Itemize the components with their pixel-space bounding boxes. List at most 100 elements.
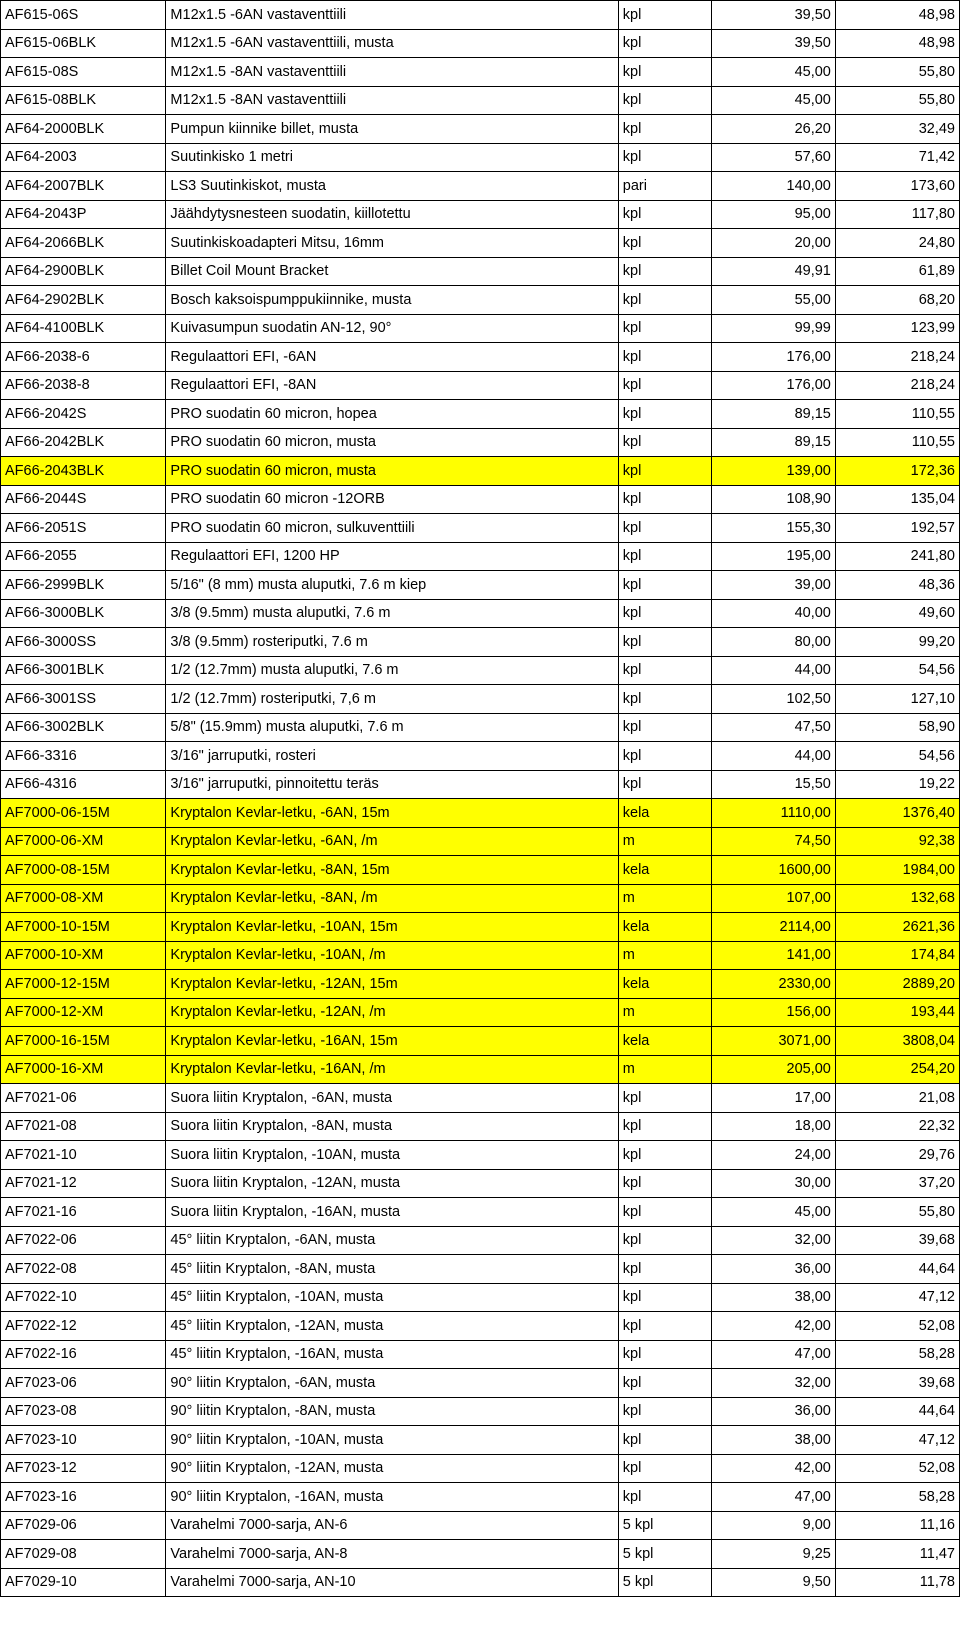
cell-col2: kpl (618, 343, 711, 372)
cell-col3: 102,50 (711, 685, 835, 714)
cell-col1: Suutinkisko 1 metri (166, 143, 618, 172)
cell-col3: 9,00 (711, 1511, 835, 1540)
cell-col4: 37,20 (835, 1169, 959, 1198)
table-row: AF7000-08-15MKryptalon Kevlar-letku, -8A… (1, 856, 960, 885)
cell-col0: AF66-2051S (1, 514, 166, 543)
cell-col3: 156,00 (711, 998, 835, 1027)
cell-col4: 22,32 (835, 1112, 959, 1141)
cell-col3: 89,15 (711, 400, 835, 429)
table-row: AF64-2900BLKBillet Coil Mount Bracketkpl… (1, 257, 960, 286)
cell-col1: Regulaattori EFI, -6AN (166, 343, 618, 372)
table-row: AF7022-1045° liitin Kryptalon, -10AN, mu… (1, 1283, 960, 1312)
cell-col2: kpl (618, 400, 711, 429)
cell-col4: 218,24 (835, 371, 959, 400)
table-row: AF7029-08Varahelmi 7000-sarja, AN-85 kpl… (1, 1540, 960, 1569)
cell-col2: kpl (618, 257, 711, 286)
cell-col2: 5 kpl (618, 1540, 711, 1569)
cell-col2: kpl (618, 1312, 711, 1341)
cell-col1: M12x1.5 -8AN vastaventtiili (166, 86, 618, 115)
cell-col2: kpl (618, 1255, 711, 1284)
cell-col0: AF66-2042BLK (1, 428, 166, 457)
cell-col2: kpl (618, 371, 711, 400)
cell-col2: kpl (618, 628, 711, 657)
cell-col4: 132,68 (835, 884, 959, 913)
cell-col0: AF66-3000SS (1, 628, 166, 657)
cell-col3: 141,00 (711, 941, 835, 970)
table-row: AF7000-06-15MKryptalon Kevlar-letku, -6A… (1, 799, 960, 828)
cell-col0: AF7021-06 (1, 1084, 166, 1113)
table-row: AF7023-1690° liitin Kryptalon, -16AN, mu… (1, 1483, 960, 1512)
cell-col0: AF66-2044S (1, 485, 166, 514)
cell-col2: m (618, 1055, 711, 1084)
cell-col0: AF7023-08 (1, 1397, 166, 1426)
cell-col4: 32,49 (835, 115, 959, 144)
cell-col0: AF66-2038-8 (1, 371, 166, 400)
cell-col4: 123,99 (835, 314, 959, 343)
cell-col4: 61,89 (835, 257, 959, 286)
cell-col2: kpl (618, 1426, 711, 1455)
cell-col2: kpl (618, 286, 711, 315)
cell-col4: 173,60 (835, 172, 959, 201)
table-row: AF7021-08Suora liitin Kryptalon, -8AN, m… (1, 1112, 960, 1141)
cell-col2: m (618, 941, 711, 970)
cell-col0: AF66-2043BLK (1, 457, 166, 486)
cell-col1: 5/16" (8 mm) musta aluputki, 7.6 m kiep (166, 571, 618, 600)
cell-col2: kpl (618, 514, 711, 543)
cell-col0: AF7000-10-XM (1, 941, 166, 970)
cell-col2: kpl (618, 229, 711, 258)
cell-col1: Kryptalon Kevlar-letku, -12AN, 15m (166, 970, 618, 999)
cell-col0: AF66-2999BLK (1, 571, 166, 600)
cell-col4: 11,16 (835, 1511, 959, 1540)
cell-col4: 52,08 (835, 1454, 959, 1483)
table-row: AF66-3002BLK5/8" (15.9mm) musta aluputki… (1, 713, 960, 742)
cell-col0: AF7000-12-XM (1, 998, 166, 1027)
cell-col0: AF7000-10-15M (1, 913, 166, 942)
cell-col3: 176,00 (711, 343, 835, 372)
cell-col1: 45° liitin Kryptalon, -10AN, musta (166, 1283, 618, 1312)
cell-col3: 30,00 (711, 1169, 835, 1198)
cell-col4: 21,08 (835, 1084, 959, 1113)
cell-col2: kpl (618, 86, 711, 115)
cell-col1: Suora liitin Kryptalon, -16AN, musta (166, 1198, 618, 1227)
cell-col1: Pumpun kiinnike billet, musta (166, 115, 618, 144)
cell-col0: AF66-2042S (1, 400, 166, 429)
cell-col1: 1/2 (12.7mm) musta aluputki, 7.6 m (166, 656, 618, 685)
cell-col4: 39,68 (835, 1369, 959, 1398)
cell-col2: kpl (618, 770, 711, 799)
cell-col3: 176,00 (711, 371, 835, 400)
cell-col3: 9,25 (711, 1540, 835, 1569)
cell-col4: 55,80 (835, 86, 959, 115)
cell-col2: kpl (618, 713, 711, 742)
cell-col3: 107,00 (711, 884, 835, 913)
cell-col4: 2889,20 (835, 970, 959, 999)
cell-col3: 3071,00 (711, 1027, 835, 1056)
cell-col4: 47,12 (835, 1426, 959, 1455)
cell-col1: PRO suodatin 60 micron -12ORB (166, 485, 618, 514)
cell-col2: kpl (618, 1169, 711, 1198)
cell-col2: kpl (618, 1141, 711, 1170)
cell-col1: Suora liitin Kryptalon, -12AN, musta (166, 1169, 618, 1198)
cell-col3: 74,50 (711, 827, 835, 856)
table-row: AF7022-0845° liitin Kryptalon, -8AN, mus… (1, 1255, 960, 1284)
cell-col3: 38,00 (711, 1283, 835, 1312)
cell-col3: 45,00 (711, 86, 835, 115)
table-row: AF7021-10Suora liitin Kryptalon, -10AN, … (1, 1141, 960, 1170)
table-row: AF7023-0690° liitin Kryptalon, -6AN, mus… (1, 1369, 960, 1398)
cell-col2: 5 kpl (618, 1568, 711, 1597)
table-row: AF64-2902BLKBosch kaksoispumppukiinnike,… (1, 286, 960, 315)
cell-col2: m (618, 827, 711, 856)
cell-col0: AF7022-08 (1, 1255, 166, 1284)
cell-col2: kpl (618, 200, 711, 229)
cell-col4: 55,80 (835, 58, 959, 87)
cell-col4: 11,78 (835, 1568, 959, 1597)
cell-col2: kela (618, 799, 711, 828)
cell-col4: 58,90 (835, 713, 959, 742)
cell-col4: 110,55 (835, 428, 959, 457)
cell-col1: Kryptalon Kevlar-letku, -8AN, 15m (166, 856, 618, 885)
cell-col2: kpl (618, 115, 711, 144)
table-row: AF7000-10-XMKryptalon Kevlar-letku, -10A… (1, 941, 960, 970)
cell-col4: 241,80 (835, 542, 959, 571)
cell-col0: AF7023-06 (1, 1369, 166, 1398)
cell-col3: 38,00 (711, 1426, 835, 1455)
cell-col3: 15,50 (711, 770, 835, 799)
